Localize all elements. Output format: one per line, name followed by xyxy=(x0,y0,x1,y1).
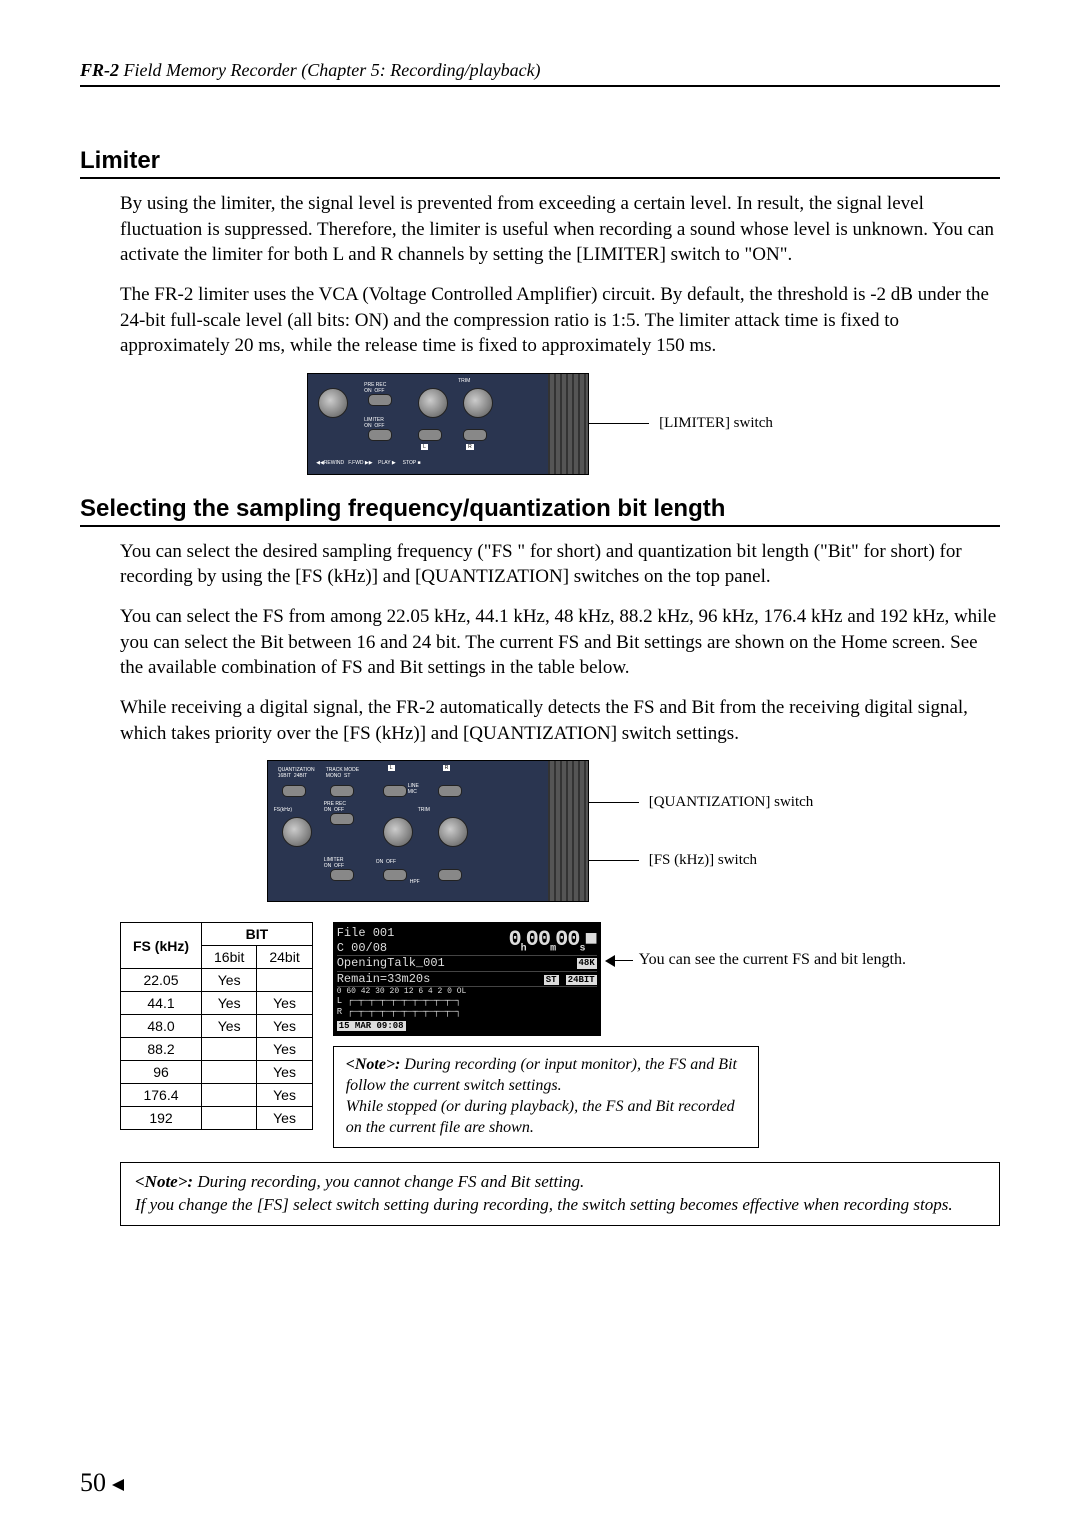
table-cell: 22.05 xyxy=(121,969,202,992)
lcd-file: File 001 xyxy=(337,926,395,940)
table-cell: Yes xyxy=(202,992,257,1015)
running-header: FR-2 Field Memory Recorder (Chapter 5: R… xyxy=(80,60,1000,87)
lcd-screen: File 001 C 00/08 0h00m00s■ OpeningTalk_0… xyxy=(333,922,601,1036)
page: FR-2 Field Memory Recorder (Chapter 5: R… xyxy=(0,0,1080,1528)
table-cell: Yes xyxy=(202,1015,257,1038)
table-cell: Yes xyxy=(257,1061,312,1084)
device-panel-2: QUANTIZATION16BIT 24BIT TRACK MODEMONO S… xyxy=(267,760,589,902)
note-box-2: <Note>: During recording, you cannot cha… xyxy=(120,1162,1000,1226)
col-bit: BIT xyxy=(202,923,313,946)
note-box-1: <Note>: During recording (or input monit… xyxy=(333,1046,759,1147)
table-and-lcd-row: FS (kHz) BIT 16bit 24bit 22.05Yes44.1Yes… xyxy=(120,922,1000,1147)
table-row: 176.4 Yes xyxy=(121,1084,313,1107)
table-cell xyxy=(202,1084,257,1107)
fsbit-p1: You can select the desired sampling freq… xyxy=(120,539,1000,590)
table-cell: 176.4 xyxy=(121,1084,202,1107)
lcd-side-note: You can see the current FS and bit lengt… xyxy=(639,950,906,971)
table-row: 44.1YesYes xyxy=(121,992,313,1015)
product-name: FR-2 xyxy=(80,60,119,80)
lcd-st-badge: ST xyxy=(544,975,559,985)
fsbit-figure: QUANTIZATION16BIT 24BIT TRACK MODEMONO S… xyxy=(80,760,1000,902)
note2-line2: If you change the [FS] select switch set… xyxy=(135,1195,953,1214)
limiter-p1: By using the limiter, the signal level i… xyxy=(120,191,1000,268)
fsbit-p2: You can select the FS from among 22.05 k… xyxy=(120,604,1000,681)
table-cell: Yes xyxy=(257,1038,312,1061)
table-cell: Yes xyxy=(257,992,312,1015)
table-cell xyxy=(202,1107,257,1130)
lcd-meter-scale: 0 60 42 30 20 12 6 4 2 0 OL xyxy=(337,987,597,997)
lcd-bit-badge: 24BIT xyxy=(566,975,597,985)
device-panel-1: PRE RECON OFF TRIM LIMITERON OFF L R ◀◀R… xyxy=(307,373,589,475)
table-row: 22.05Yes xyxy=(121,969,313,992)
note1-line2: While stopped (or during playback), the … xyxy=(346,1098,735,1136)
lcd-remain: Remain=33m20s xyxy=(337,972,431,986)
table-cell: 96 xyxy=(121,1061,202,1084)
col-fs: FS (kHz) xyxy=(121,923,202,969)
table-row: 96 Yes xyxy=(121,1061,313,1084)
lcd-time: 0h00m00s■ xyxy=(508,927,596,955)
quantization-switch-label: [QUANTIZATION] switch xyxy=(649,794,814,810)
note1-label: <Note>: xyxy=(346,1056,401,1073)
table-cell: 48.0 xyxy=(121,1015,202,1038)
table-row: 48.0YesYes xyxy=(121,1015,313,1038)
limiter-p2: The FR-2 limiter uses the VCA (Voltage C… xyxy=(120,282,1000,359)
fsbit-heading: Selecting the sampling frequency/quantiz… xyxy=(80,495,1000,527)
note2-line1: During recording, you cannot change FS a… xyxy=(193,1172,584,1191)
page-number: 50 xyxy=(80,1468,124,1498)
chapter-title: Field Memory Recorder (Chapter 5: Record… xyxy=(119,60,541,80)
table-cell: Yes xyxy=(257,1107,312,1130)
limiter-heading: Limiter xyxy=(80,147,1000,179)
table-cell: 88.2 xyxy=(121,1038,202,1061)
fs-bit-table: FS (kHz) BIT 16bit 24bit 22.05Yes44.1Yes… xyxy=(120,922,313,1130)
limiter-switch-label: [LIMITER] switch xyxy=(659,415,773,432)
table-cell: 44.1 xyxy=(121,992,202,1015)
fs-switch-label: [FS (kHz)] switch xyxy=(649,852,757,868)
col-24bit: 24bit xyxy=(257,946,312,969)
table-cell: Yes xyxy=(257,1084,312,1107)
table-cell: Yes xyxy=(257,1015,312,1038)
table-cell xyxy=(202,1038,257,1061)
table-cell: 192 xyxy=(121,1107,202,1130)
table-cell: Yes xyxy=(202,969,257,992)
note1-line1: During recording (or input monitor), the… xyxy=(346,1056,737,1094)
table-cell xyxy=(202,1061,257,1084)
table-row: 192 Yes xyxy=(121,1107,313,1130)
lcd-date: 15 MAR 09:08 xyxy=(337,1021,406,1031)
table-cell xyxy=(257,969,312,992)
note2-label: <Note>: xyxy=(135,1172,193,1191)
table-row: 88.2 Yes xyxy=(121,1038,313,1061)
fsbit-p3: While receiving a digital signal, the FR… xyxy=(120,695,1000,746)
lcd-filename: OpeningTalk_001 xyxy=(337,956,445,970)
col-16bit: 16bit xyxy=(202,946,257,969)
limiter-figure: PRE RECON OFF TRIM LIMITERON OFF L R ◀◀R… xyxy=(80,373,1000,475)
lcd-counter: C 00/08 xyxy=(337,941,395,955)
lcd-fs-badge: 48K xyxy=(577,958,597,969)
